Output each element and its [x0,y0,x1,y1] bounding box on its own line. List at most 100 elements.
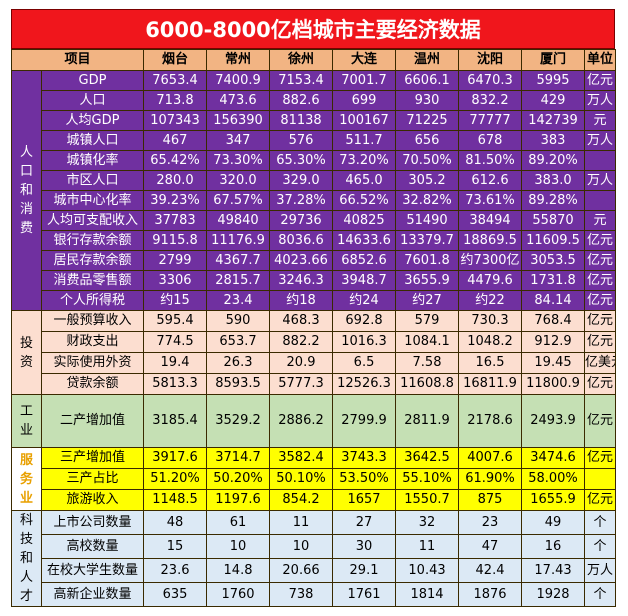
cell-value: 48 [143,510,208,535]
row-unit: 个 [584,582,617,607]
cell-value: 882.6 [269,90,334,111]
row-unit: 亿元 [584,230,617,251]
row-name: 在校大学生数量 [40,558,145,583]
cell-value: 51.20% [143,468,208,490]
cell-value: 3714.7 [206,447,271,469]
table-row: 投资一般预算收入 595.4 590 468.3 692.8 579 730.3 768.4 亿… [11,310,617,395]
cell-value: 2178.6 [458,394,523,448]
table-row: 在校大学生数量 23.6 14.8 20.66 29.1 10.43 42.4 17.43 万人 [12,558,617,583]
cell-value: 10 [269,534,334,559]
section-label-inv: 投资 [11,310,42,395]
cell-value: 579 [395,310,460,332]
cell-value: 3529.2 [206,394,271,448]
cell-value: 29736 [269,210,334,231]
table-row: 服务业三产增加值 3917.6 3714.7 3582.4 3743.3 3642.5 40… [11,447,617,511]
row-name: 居民存款余额 [40,250,145,271]
cell-value: 1655.9 [521,489,586,511]
cell-value: 347 [206,130,271,151]
cell-value: 约24 [332,290,397,311]
cell-value: 26.3 [206,352,271,374]
section-char: 和 [19,183,33,198]
cell-value: 2493.9 [521,394,586,448]
section-char: 资 [19,354,33,370]
section-char: 人 [19,570,33,585]
table-row: 城镇人口 467 347 576 511.7 656 678 383 万人 [12,130,617,151]
table-row: 人口 713.8 473.6 882.6 699 930 832.2 429 万人 [12,90,617,111]
cell-value: 约27 [395,290,460,311]
cell-value: 465.0 [332,170,397,191]
cell-value: 37.28% [269,190,334,211]
row-name: 市区人口 [40,170,145,191]
row-name: 城市中心化率 [40,190,145,211]
table-row: 旅游收入 1148.5 1197.6 854.2 1657 1550.7 875 1655.9… [12,489,617,511]
row-unit: 元 [584,210,617,231]
header-item: 项目 [10,49,145,71]
table-row: 高新企业数量 635 1760 738 1761 1814 1876 1928 个 [12,582,617,607]
cell-value: 473.6 [206,90,271,111]
cell-value: 429 [521,90,586,111]
cell-value: 7153.4 [269,70,334,91]
sheet-title: 6000-8000亿档城市主要经济数据 [11,9,615,49]
cell-value: 854.2 [269,489,334,511]
cell-value: 65.42% [143,150,208,171]
header-unit: 单位 [584,49,617,71]
cell-value: 50.10% [269,468,334,490]
cell-value: 3948.7 [332,270,397,291]
cell-value: 383.0 [521,170,586,191]
cell-value: 6606.1 [395,70,460,91]
cell-value: 71225 [395,110,460,131]
table-row: 工业二产增加值 3185.4 3529.2 2886.2 2799.9 2811.9 217… [11,394,617,448]
cell-value: 89.28% [521,190,586,211]
cell-value: 3655.9 [395,270,460,291]
cell-value: 329.0 [269,170,334,191]
row-unit: 亿元 [584,290,617,311]
section-char: 投 [19,335,33,351]
table-row: 三产占比 51.20% 50.20% 50.10% 53.50% 55.10% 61.90%… [12,468,617,490]
cell-value: 13379.7 [395,230,460,251]
cell-value: 81138 [269,110,334,131]
cell-value: 7.58 [395,352,460,374]
cell-value: 1084.1 [395,331,460,353]
cell-value: 595.4 [143,310,208,332]
cell-value: 55870 [521,210,586,231]
row-unit: 亿元 [584,250,617,271]
section-char: 才 [19,589,33,604]
cell-value: 2815.7 [206,270,271,291]
cell-value: 42.4 [458,558,523,583]
row-unit: 万人 [584,170,617,191]
cell-value: 320.0 [206,170,271,191]
cell-value: 20.66 [269,558,334,583]
cell-value: 55.10% [395,468,460,490]
cell-value: 23.4 [206,290,271,311]
row-unit: 万人 [584,130,617,151]
cell-value: 1016.3 [332,331,397,353]
row-unit: 亿元 [584,70,617,91]
row-name: 一般预算收入 [40,310,145,332]
cell-value: 3053.5 [521,250,586,271]
header-city: 常州 [206,49,271,71]
cell-value: 2886.2 [269,394,334,448]
cell-value: 16.5 [458,352,523,374]
cell-value: 5995 [521,70,586,91]
cell-value: 768.4 [521,310,586,332]
section-label-pop: 人口和消费 [11,70,42,311]
cell-value: 约7300亿 [458,250,523,271]
cell-value: 280.0 [143,170,208,191]
cell-value: 1550.7 [395,489,460,511]
cell-value: 612.6 [458,170,523,191]
cell-value: 7400.9 [206,70,271,91]
cell-value: 3743.3 [332,447,397,469]
cell-value: 39.23% [143,190,208,211]
row-unit: 个 [584,534,617,559]
data-sheet: 6000-8000亿档城市主要经济数据 项目 烟台 常州 徐州 大连 温州 沈阳 厦门 单位 人… [10,9,617,607]
cell-value: 67.57% [206,190,271,211]
row-name: GDP [40,70,145,91]
row-name: 财政支出 [40,331,145,353]
table-row: 城镇化率 65.42% 73.30% 65.30% 73.20% 70.50% 81.50%… [12,150,617,171]
cell-value: 61.90% [458,468,523,490]
cell-value: 32 [395,510,460,535]
economic-data-table: 项目 烟台 常州 徐州 大连 温州 沈阳 厦门 单位 人口和消费 GDP 7653.4 7400.9 7… [10,49,617,607]
cell-value: 23.6 [143,558,208,583]
cell-value: 3582.4 [269,447,334,469]
cell-value: 11 [269,510,334,535]
